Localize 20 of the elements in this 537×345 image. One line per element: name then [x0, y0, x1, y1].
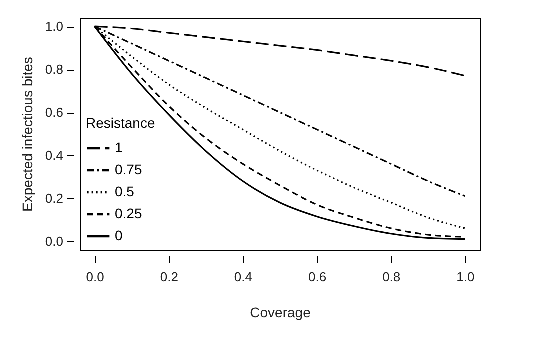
legend-title: Resistance [86, 115, 156, 131]
x-axis-title: Coverage [250, 304, 312, 320]
legend-label: 0.75 [115, 162, 142, 178]
x-tick-label: 0.8 [382, 270, 401, 284]
legend-label: 0 [115, 228, 123, 244]
y-tick-label: 1.0 [45, 19, 64, 34]
y-tick-label: 0.8 [45, 62, 64, 78]
legend-label: 0.5 [115, 184, 135, 200]
y-axis-title: Expected infectious bites [19, 57, 36, 212]
legend-label: 1 [115, 140, 123, 156]
x-tick-label: 1.0 [456, 270, 475, 284]
y-tick-label: 0.2 [45, 190, 64, 206]
x-tick-label: 0.0 [86, 270, 104, 284]
legend-label: 0.25 [115, 206, 142, 222]
x-tick-label: 0.6 [308, 270, 327, 284]
y-tick-label: 0.0 [45, 234, 64, 249]
y-tick-label: 0.4 [45, 148, 64, 163]
x-tick-label: 0.2 [160, 270, 178, 284]
y-tick-label: 0.6 [45, 105, 64, 120]
x-tick-label: 0.4 [234, 270, 252, 284]
